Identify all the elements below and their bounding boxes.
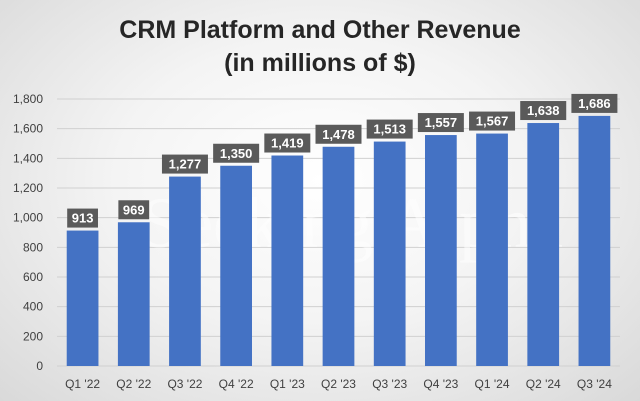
x-tick-label: Q2 '22 — [116, 377, 151, 391]
data-label-box — [520, 101, 567, 121]
data-label-box — [161, 154, 208, 174]
data-label: 1,277 — [169, 157, 202, 172]
data-label-box — [118, 200, 150, 220]
data-label: 1,478 — [322, 127, 355, 142]
bar — [527, 123, 560, 366]
y-tick-label: 1,800 — [13, 92, 43, 106]
data-labels: 913 969 1,277 1,350 1,419 1,478 1,513 1,557 1,56… — [67, 93, 618, 228]
data-label-box — [469, 111, 516, 131]
data-label: 1,513 — [373, 122, 406, 137]
bar — [373, 141, 406, 366]
x-tick-label: Q2 '24 — [526, 377, 561, 391]
y-tick-label: 600 — [23, 270, 43, 284]
bar — [271, 155, 304, 366]
x-tick-label: Q1 '22 — [65, 377, 100, 391]
data-label-box — [213, 143, 260, 163]
data-label: 1,557 — [425, 115, 458, 130]
y-tick-label: 1,000 — [13, 211, 43, 225]
data-label-box — [571, 93, 618, 113]
data-label: 969 — [123, 202, 145, 217]
x-tick-label: Q3 '23 — [372, 377, 407, 391]
chart-subtitle: (in millions of $) — [224, 49, 416, 77]
x-tick-label: Q2 '23 — [321, 377, 356, 391]
data-label-box — [264, 133, 311, 153]
bar — [169, 176, 201, 366]
y-tick-label: 200 — [23, 329, 43, 343]
bar — [476, 133, 508, 366]
data-label: 913 — [72, 211, 94, 226]
bars — [66, 115, 611, 366]
data-label-box — [417, 113, 464, 133]
x-tick-label: Q4 '22 — [219, 377, 254, 391]
data-label-box — [366, 119, 413, 139]
x-axis-ticks: Q1 '22 Q2 '22 Q3 '22 Q4 '22 Q1 '23 Q2 '23 Q3 '… — [65, 377, 612, 391]
data-label: 1,567 — [476, 114, 509, 129]
y-tick-label: 1,400 — [13, 151, 43, 165]
x-tick-label: Q1 '23 — [270, 377, 305, 391]
x-tick-label: Q1 '24 — [475, 377, 510, 391]
bar — [578, 115, 611, 366]
data-label: 1,419 — [271, 136, 304, 151]
x-tick-label: Q3 '22 — [167, 377, 202, 391]
data-label-box — [315, 124, 362, 144]
bar — [220, 165, 253, 366]
data-label: 1,686 — [578, 96, 611, 111]
y-tick-label: 0 — [36, 359, 43, 373]
y-tick-label: 400 — [23, 300, 43, 314]
bar — [322, 146, 355, 366]
x-tick-label: Q4 '23 — [423, 377, 458, 391]
y-axis-ticks: 0 200 400 600 800 1,000 1,200 1,400 1,600 1,800 — [13, 92, 43, 373]
bar — [66, 230, 99, 366]
bar — [424, 135, 457, 366]
data-label-box — [67, 208, 98, 228]
chart-title: CRM Platform and Other Revenue — [119, 16, 521, 44]
x-tick-label: Q3 '24 — [577, 377, 612, 391]
y-tick-label: 1,200 — [13, 181, 43, 195]
data-label: 1,638 — [527, 103, 560, 118]
bar — [117, 222, 150, 366]
y-tick-label: 1,600 — [13, 122, 43, 136]
y-tick-label: 800 — [23, 240, 43, 254]
data-label: 1,350 — [220, 146, 253, 161]
